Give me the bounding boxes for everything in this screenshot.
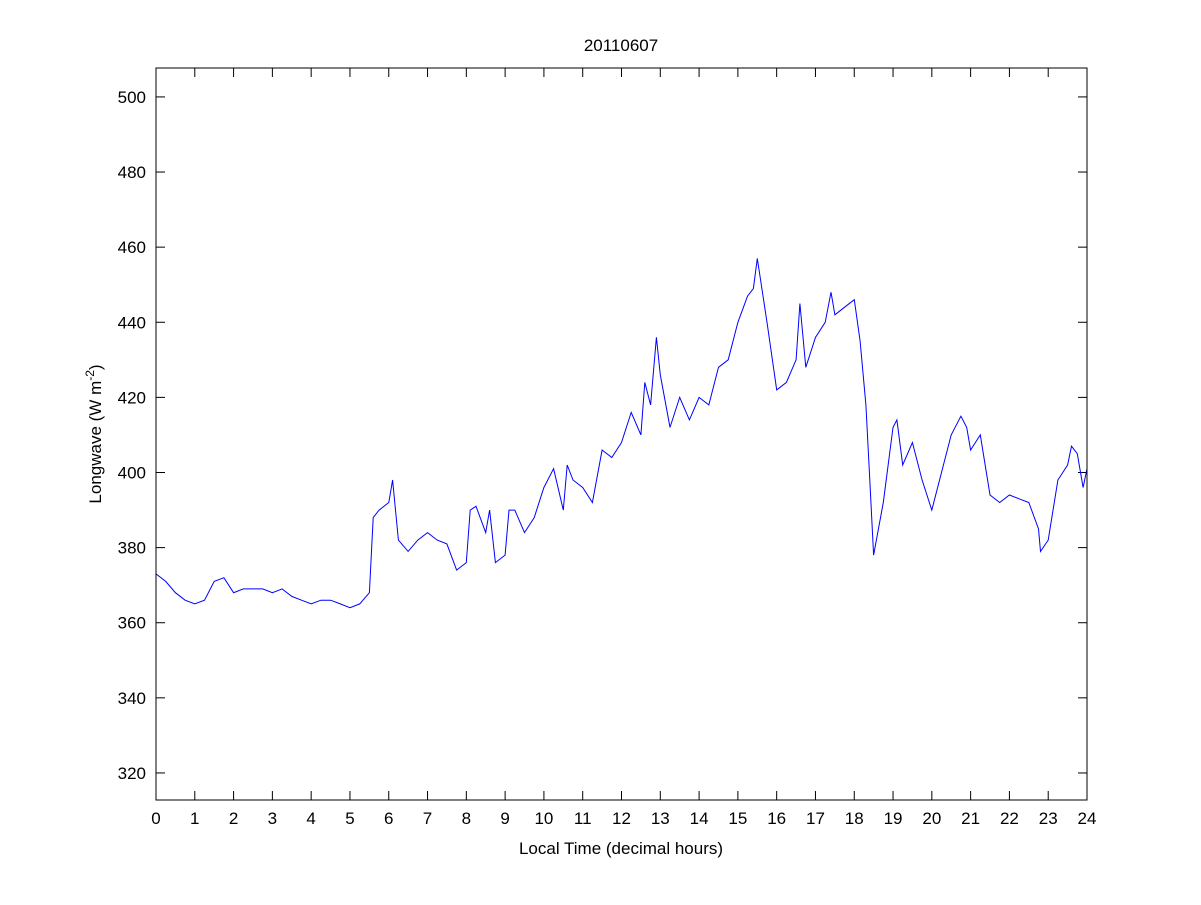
x-tick-label: 2 bbox=[229, 809, 238, 828]
x-tick-label: 20 bbox=[922, 809, 941, 828]
x-tick-label: 12 bbox=[612, 809, 631, 828]
x-tick-label: 17 bbox=[806, 809, 825, 828]
x-tick-label: 6 bbox=[384, 809, 393, 828]
y-tick-label: 480 bbox=[118, 163, 146, 182]
y-tick-label: 460 bbox=[118, 238, 146, 257]
y-axis-label: Longwave (W m-2) bbox=[83, 364, 105, 503]
x-tick-label: 10 bbox=[534, 809, 553, 828]
x-tick-label: 4 bbox=[306, 809, 315, 828]
chart-title: 20110607 bbox=[584, 36, 658, 55]
series-line-longwave bbox=[155, 258, 1088, 609]
y-tick-label: 380 bbox=[118, 539, 146, 558]
x-tick-label: 23 bbox=[1039, 809, 1058, 828]
x-tick-label: 16 bbox=[767, 809, 786, 828]
x-tick-label: 11 bbox=[574, 809, 592, 828]
x-tick-label: 15 bbox=[728, 809, 747, 828]
x-tick-label: 3 bbox=[268, 809, 277, 828]
x-tick-label: 13 bbox=[651, 809, 670, 828]
x-tick-label: 8 bbox=[462, 809, 471, 828]
y-tick-label: 400 bbox=[118, 463, 146, 482]
x-tick-label: 21 bbox=[961, 809, 980, 828]
y-tick-label: 440 bbox=[118, 313, 146, 332]
y-tick-label: 500 bbox=[118, 88, 146, 107]
x-tick-label: 19 bbox=[884, 809, 903, 828]
x-axis-label: Local Time (decimal hours) bbox=[519, 839, 723, 858]
x-tick-label: 0 bbox=[151, 809, 160, 828]
x-tick-label: 24 bbox=[1078, 809, 1097, 828]
y-tick-label: 360 bbox=[118, 614, 146, 633]
x-tick-label: 1 bbox=[190, 809, 199, 828]
y-tick-label: 420 bbox=[118, 388, 146, 407]
x-tick-label: 7 bbox=[423, 809, 432, 828]
x-tick-label: 5 bbox=[345, 809, 354, 828]
x-tick-label: 18 bbox=[845, 809, 864, 828]
x-tick-label: 9 bbox=[500, 809, 509, 828]
y-tick-label: 340 bbox=[118, 689, 146, 708]
x-tick-label: 22 bbox=[1000, 809, 1019, 828]
x-tick-label: 14 bbox=[690, 809, 709, 828]
y-tick-label: 320 bbox=[118, 764, 146, 783]
plot-area-frame bbox=[155, 67, 1088, 801]
